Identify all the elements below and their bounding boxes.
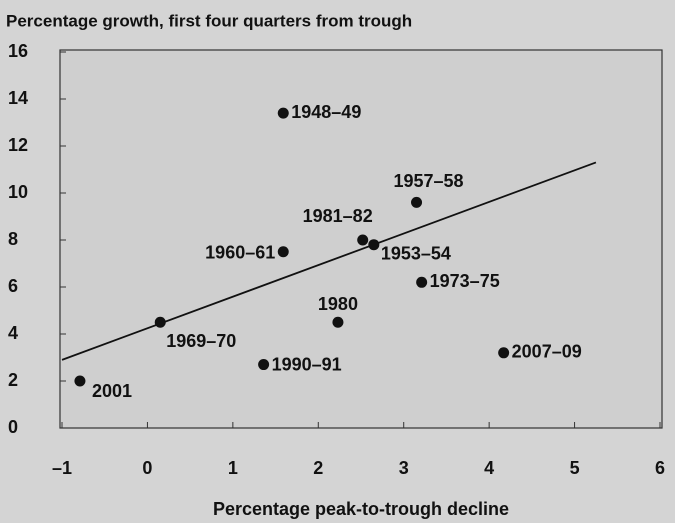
point-label: 1957–58 — [393, 171, 463, 191]
x-tick-label: 1 — [228, 458, 238, 478]
point-label: 1990–91 — [272, 354, 342, 374]
x-tick-label: 0 — [142, 458, 152, 478]
y-tick-label: 12 — [8, 135, 28, 155]
point-label: 1960–61 — [205, 243, 275, 263]
y-tick-label: 16 — [8, 41, 28, 61]
point — [368, 239, 380, 251]
point-label: 2007–09 — [512, 342, 582, 362]
point-label: 1969–70 — [166, 331, 236, 351]
trend-line — [61, 161, 597, 361]
y-tick-label: 8 — [8, 229, 18, 249]
point-label: 1980 — [318, 294, 358, 314]
x-tick-label: 5 — [570, 458, 580, 478]
point — [154, 316, 166, 328]
x-tick-label: 3 — [399, 458, 409, 478]
y-tick-label: 0 — [8, 417, 18, 437]
point-label: 1973–75 — [430, 271, 500, 291]
point — [416, 276, 428, 288]
point — [277, 246, 289, 258]
chart-title: Percentage growth, first four quarters f… — [6, 11, 412, 30]
x-tick-label: 2 — [313, 458, 323, 478]
point-label: 1948–49 — [291, 102, 361, 122]
point — [498, 347, 510, 359]
y-tick-label: 4 — [8, 323, 18, 343]
point — [277, 107, 289, 119]
x-tick-label: –1 — [52, 458, 72, 478]
point — [411, 196, 423, 208]
x-tick-label: 6 — [655, 458, 665, 478]
y-tick-label: 14 — [8, 88, 28, 108]
point — [258, 359, 270, 371]
x-tick-label: 4 — [484, 458, 494, 478]
y-tick-label: 2 — [8, 370, 18, 390]
point — [332, 316, 344, 328]
point — [357, 234, 369, 246]
point-label: 1981–82 — [303, 206, 373, 226]
point-label: 2001 — [92, 381, 132, 401]
y-tick-label: 6 — [8, 276, 18, 296]
y-tick-label: 10 — [8, 182, 28, 202]
point-label: 1953–54 — [381, 243, 451, 263]
point — [74, 375, 86, 387]
x-axis-title: Percentage peak-to-trough decline — [213, 499, 509, 519]
